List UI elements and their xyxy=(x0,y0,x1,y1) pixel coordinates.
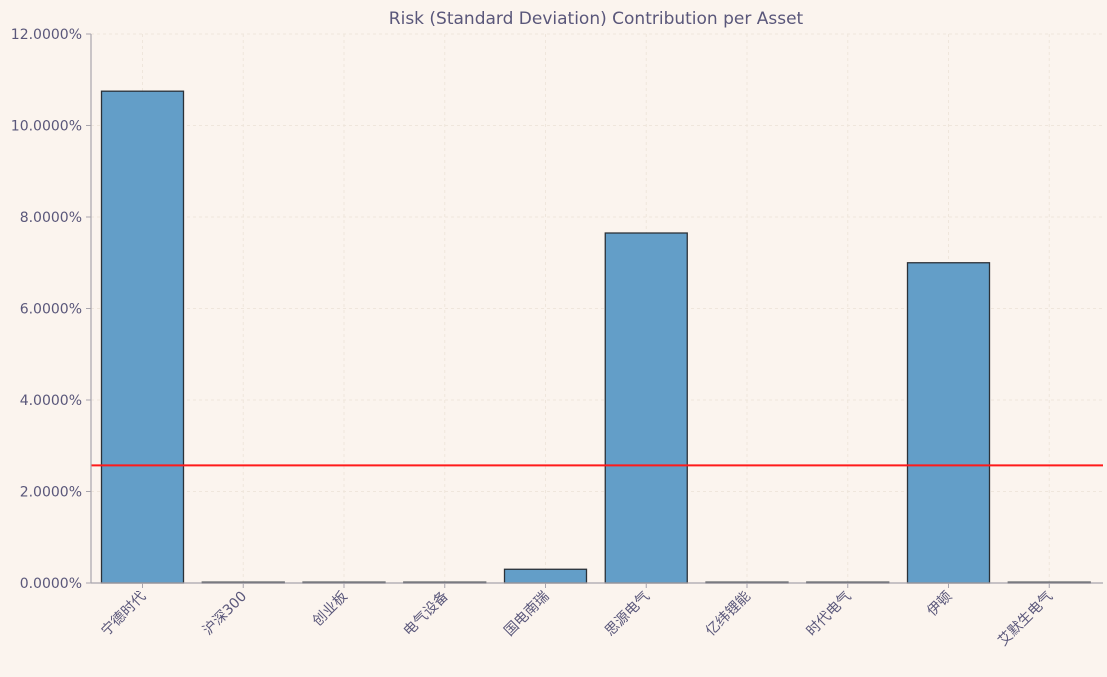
y-tick-label: 8.0000% xyxy=(20,210,82,226)
x-tick-label: 伊顿 xyxy=(924,589,955,620)
y-tick-label: 6.0000% xyxy=(20,302,82,318)
x-tick-label: 电气设备 xyxy=(400,588,452,640)
bars-layer xyxy=(100,90,1091,584)
x-tick-label: 思源电气 xyxy=(602,589,653,640)
y-tick-label: 10.0000% xyxy=(11,119,82,135)
x-tick-label: 沪深300 xyxy=(200,589,250,639)
x-tick-label: 时代电气 xyxy=(804,589,855,640)
bar-9 xyxy=(906,262,991,584)
y-tick-label: 2.0000% xyxy=(20,485,82,501)
bar-1 xyxy=(100,90,185,584)
x-tick-label: 国电南瑞 xyxy=(501,589,552,640)
bar-5 xyxy=(503,568,588,584)
y-tick-label: 4.0000% xyxy=(20,393,82,409)
y-tick-label: 0.0000% xyxy=(20,576,82,592)
y-tick-labels: 0.0000% 2.0000% 4.0000% 6.0000% 8.0000% 10.00… xyxy=(11,27,91,592)
x-tick-label: 艾默生电气 xyxy=(995,589,1056,650)
x-tick-label: 宁德时代 xyxy=(98,588,150,640)
x-tick-label: 亿纬锂能 xyxy=(703,589,754,640)
chart-title: Risk (Standard Deviation) Contribution p… xyxy=(389,9,804,29)
x-tick-label: 创业板 xyxy=(310,589,351,630)
x-tick-labels: 宁德时代 沪深300 创业板 电气设备 国电南瑞 思源电气 亿纬锂能 时代电气 伊顿 艾默生电气 xyxy=(98,583,1056,649)
y-tick-label: 12.0000% xyxy=(11,27,82,43)
bar-6 xyxy=(604,232,688,584)
